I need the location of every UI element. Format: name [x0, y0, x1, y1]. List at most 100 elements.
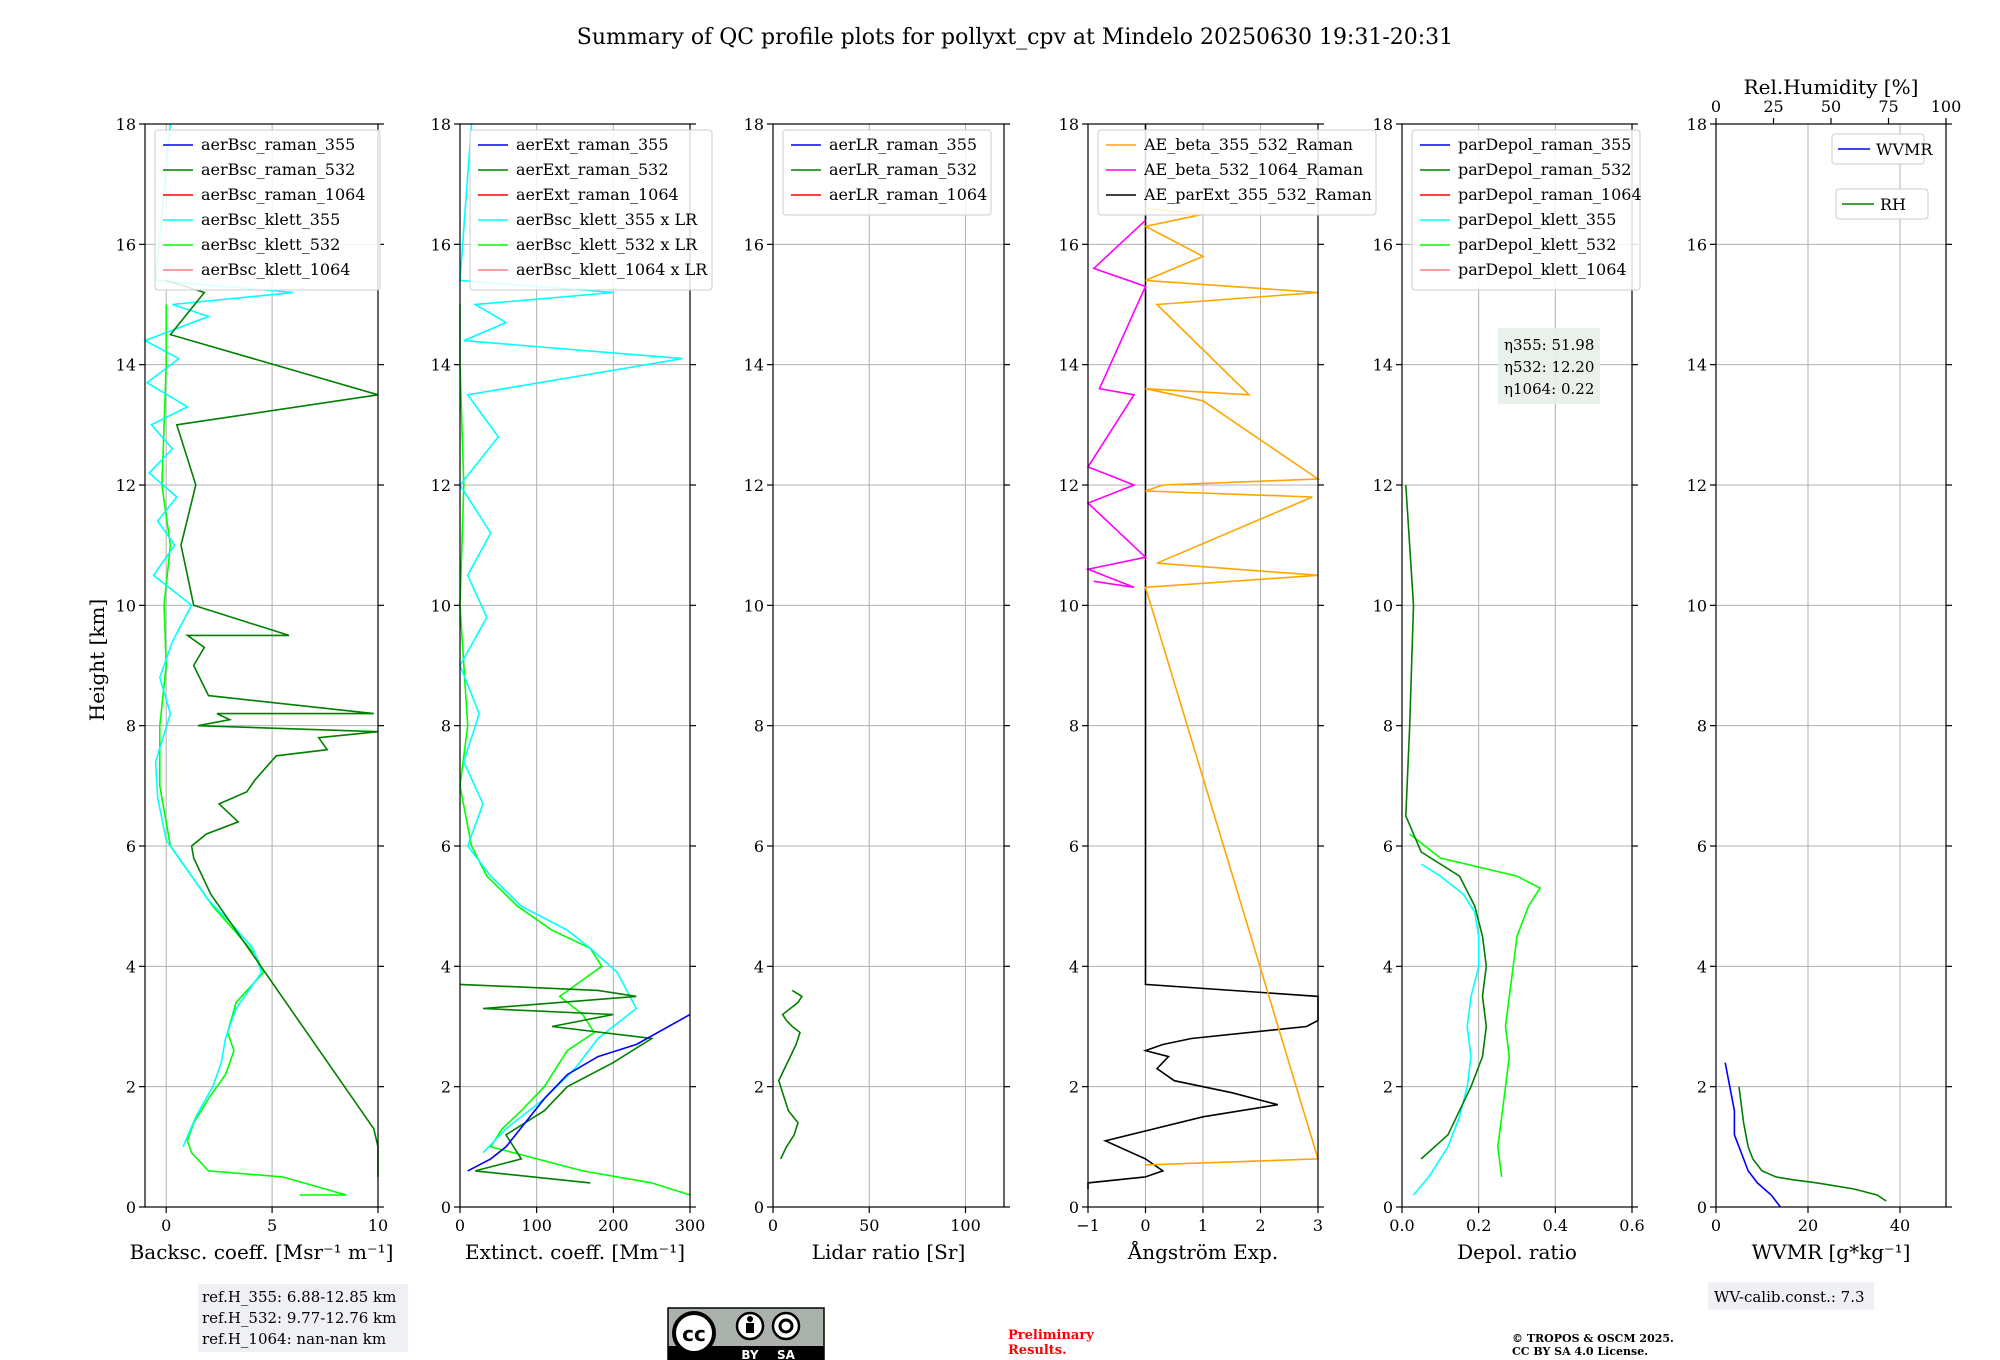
- ytick-label-0: 0: [1697, 1198, 1707, 1217]
- legend-label-parDepol_raman_532: parDepol_raman_532: [1458, 160, 1631, 179]
- xtick-label-100: 100: [950, 1216, 981, 1235]
- ytick-label-14: 14: [744, 356, 764, 375]
- series-aerExt_raman_355: [467, 1013, 691, 1172]
- legend: aerLR_raman_355 aerLR_raman_532 aerLR_rama…: [782, 129, 992, 216]
- x-axis-label: Ångström Exp.: [1127, 1239, 1278, 1264]
- ytick-label-12: 12: [1059, 476, 1079, 495]
- legend-label-parDepol_raman_1064: parDepol_raman_1064: [1458, 185, 1642, 204]
- legend-box-WVMR: [1831, 133, 1925, 165]
- ytick-label-0: 0: [441, 1198, 451, 1217]
- series-aerLR_raman_532: [777, 989, 804, 1160]
- ytick-label-14: 14: [1687, 356, 1707, 375]
- x-axis-label: WVMR [g*kg⁻¹]: [1752, 1240, 1911, 1264]
- ytick-label-18: 18: [116, 115, 136, 134]
- ref-height-355: ref.H_355: 6.88-12.85 km: [202, 1288, 396, 1306]
- ytick-label-4: 4: [126, 957, 136, 976]
- top-xtick-label-25: 25: [1763, 97, 1783, 116]
- figure-title: Summary of QC profile plots for pollyxt_…: [577, 25, 1453, 50]
- series-aerBsc_klett_355: [143, 123, 294, 1148]
- top-xtick-label-75: 75: [1878, 97, 1898, 116]
- y-axis-label: Height [km]: [85, 599, 109, 721]
- legend-label-parDepol_klett_1064: parDepol_klett_1064: [1458, 260, 1627, 279]
- copyright-line2: CC BY SA 4.0 License.: [1512, 1345, 1648, 1358]
- eta-text-1: η532: 12.20: [1504, 358, 1594, 376]
- legend-label-aerExt_raman_355: aerExt_raman_355: [516, 135, 669, 154]
- xtick-label-200: 200: [598, 1216, 629, 1235]
- ytick-label-10: 10: [744, 596, 764, 615]
- legend-label-RH: RH: [1880, 195, 1906, 214]
- legend-label-aerBsc_klett_532 x LR: aerBsc_klett_532 x LR: [516, 235, 698, 254]
- legend: parDepol_raman_355 parDepol_raman_532 parD…: [1411, 129, 1642, 291]
- legend: AE_beta_355_532_Raman AE_beta_532_1064_Ra…: [1097, 129, 1377, 216]
- ytick-label-16: 16: [1373, 235, 1393, 254]
- ytick-label-14: 14: [1059, 356, 1079, 375]
- xtick-label-0.2: 0.2: [1466, 1216, 1491, 1235]
- axes-frame: [144, 123, 379, 1208]
- ytick-label-12: 12: [431, 476, 451, 495]
- xtick-label-0: 0: [1140, 1216, 1150, 1235]
- ytick-label-12: 12: [744, 476, 764, 495]
- legend: WVMR RH: [1831, 133, 1933, 220]
- cc-icon: cc: [682, 1322, 706, 1346]
- legend-label-AE_parExt_355_532_Raman: AE_parExt_355_532_Raman: [1143, 185, 1372, 204]
- ytick-label-12: 12: [1687, 476, 1707, 495]
- ytick-label-18: 18: [744, 115, 764, 134]
- xtick-label-1: 1: [1198, 1216, 1208, 1235]
- legend-label-parDepol_klett_355: parDepol_klett_355: [1458, 210, 1616, 229]
- ytick-label-2: 2: [1069, 1078, 1079, 1097]
- xtick-label-0: 0: [768, 1216, 778, 1235]
- preliminary-line2: Results.: [1008, 1343, 1067, 1358]
- legend-label-aerLR_raman_355: aerLR_raman_355: [829, 135, 977, 154]
- ytick-label-8: 8: [754, 717, 764, 736]
- legend-box: [782, 129, 992, 216]
- xtick-label-40: 40: [1890, 1216, 1910, 1235]
- ytick-label-2: 2: [441, 1078, 451, 1097]
- ytick-label-8: 8: [1383, 717, 1393, 736]
- legend-label-WVMR: WVMR: [1876, 140, 1933, 159]
- legend-label-aerLR_raman_532: aerLR_raman_532: [829, 160, 977, 179]
- ytick-label-16: 16: [744, 235, 764, 254]
- ytick-label-4: 4: [1383, 957, 1393, 976]
- panel-lr: 0 2 4 6 8 10 12 14 16 18 0 50 100 Lidar ratio [Sr] aer…: [744, 115, 1010, 1264]
- ytick-label-8: 8: [1697, 717, 1707, 736]
- eta-box: [1498, 328, 1600, 404]
- ref-height-1064: ref.H_1064: nan-nan km: [202, 1330, 386, 1348]
- ytick-label-8: 8: [126, 717, 136, 736]
- preliminary-line1: Preliminary: [1008, 1328, 1094, 1343]
- ytick-label-16: 16: [431, 235, 451, 254]
- ytick-label-10: 10: [1373, 596, 1393, 615]
- xtick-label-0: 0.0: [1389, 1216, 1414, 1235]
- ytick-label-14: 14: [116, 356, 136, 375]
- x-axis-label: Depol. ratio: [1457, 1240, 1577, 1264]
- eta-annotation: η355: 51.98 η532: 12.20 η1064: 0.22: [1498, 328, 1600, 404]
- ytick-label-8: 8: [441, 717, 451, 736]
- ytick-label-16: 16: [116, 235, 136, 254]
- legend-box: [154, 129, 381, 291]
- ytick-label-16: 16: [1059, 235, 1079, 254]
- ytick-label-6: 6: [1697, 837, 1707, 856]
- eta-text-0: η355: 51.98: [1504, 336, 1594, 354]
- wv-calib-box: WV-calib.const.: 7.3: [1708, 1282, 1874, 1310]
- series-parDepol_klett_532: [1409, 833, 1542, 1178]
- xtick-label-3: 3: [1313, 1216, 1323, 1235]
- legend: aerBsc_raman_355 aerBsc_raman_532 aerBsc_r…: [154, 129, 381, 291]
- xtick-label-0.4: 0.4: [1543, 1216, 1568, 1235]
- panel-ext: 0 2 4 6 8 10 12 14 16 18 0 100 200 300 Extinct. coeff.…: [431, 115, 713, 1264]
- legend-label-parDepol_klett_532: parDepol_klett_532: [1458, 235, 1616, 254]
- cc-sa-label: SA: [777, 1348, 796, 1360]
- x-axis-label: Extinct. coeff. [Mm⁻¹]: [465, 1240, 685, 1264]
- xtick-label-20: 20: [1798, 1216, 1818, 1235]
- ytick-label-4: 4: [1697, 957, 1707, 976]
- ytick-label-2: 2: [126, 1078, 136, 1097]
- xtick-label-10: 10: [368, 1216, 388, 1235]
- ytick-label-4: 4: [1069, 957, 1079, 976]
- ytick-label-10: 10: [431, 596, 451, 615]
- xtick-label-2: 2: [1255, 1216, 1265, 1235]
- cc-by-label: BY: [741, 1348, 758, 1360]
- legend-label-AE_beta_532_1064_Raman: AE_beta_532_1064_Raman: [1143, 160, 1363, 179]
- ytick-label-2: 2: [1383, 1078, 1393, 1097]
- legend-box: [1097, 129, 1377, 216]
- ytick-label-4: 4: [754, 957, 764, 976]
